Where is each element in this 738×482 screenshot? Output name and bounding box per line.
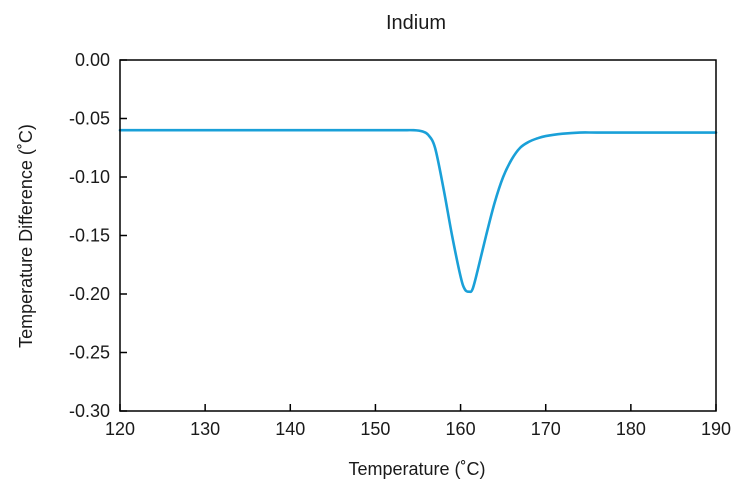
x-tick-label: 190 bbox=[701, 419, 731, 439]
x-tick-label: 130 bbox=[190, 419, 220, 439]
y-tick-label: -0.25 bbox=[69, 343, 110, 363]
x-tick-label: 170 bbox=[531, 419, 561, 439]
y-tick-label: -0.30 bbox=[69, 401, 110, 421]
series-line bbox=[118, 128, 718, 294]
x-tick-label: 150 bbox=[360, 419, 390, 439]
y-tick-label: -0.05 bbox=[69, 109, 110, 129]
tick-layer: 120 130 140 150 160 170 180 190 0.00 -0.05 -0.10 -0… bbox=[69, 50, 731, 439]
y-axis-title: Temperature Difference (˚C) bbox=[16, 124, 36, 348]
x-tick-label: 140 bbox=[275, 419, 305, 439]
x-tick-label: 160 bbox=[446, 419, 476, 439]
x-axis-title: Temperature (˚C) bbox=[348, 459, 485, 479]
chart-title: Indium bbox=[386, 12, 446, 34]
y-tick-label: -0.20 bbox=[69, 284, 110, 304]
x-tick-label: 180 bbox=[616, 419, 646, 439]
y-tick-label: 0.00 bbox=[75, 50, 110, 70]
y-tick-label: -0.10 bbox=[69, 167, 110, 187]
y-tick-label: -0.15 bbox=[69, 226, 110, 246]
plot-frame bbox=[119, 59, 717, 412]
x-tick-label: 120 bbox=[105, 419, 135, 439]
